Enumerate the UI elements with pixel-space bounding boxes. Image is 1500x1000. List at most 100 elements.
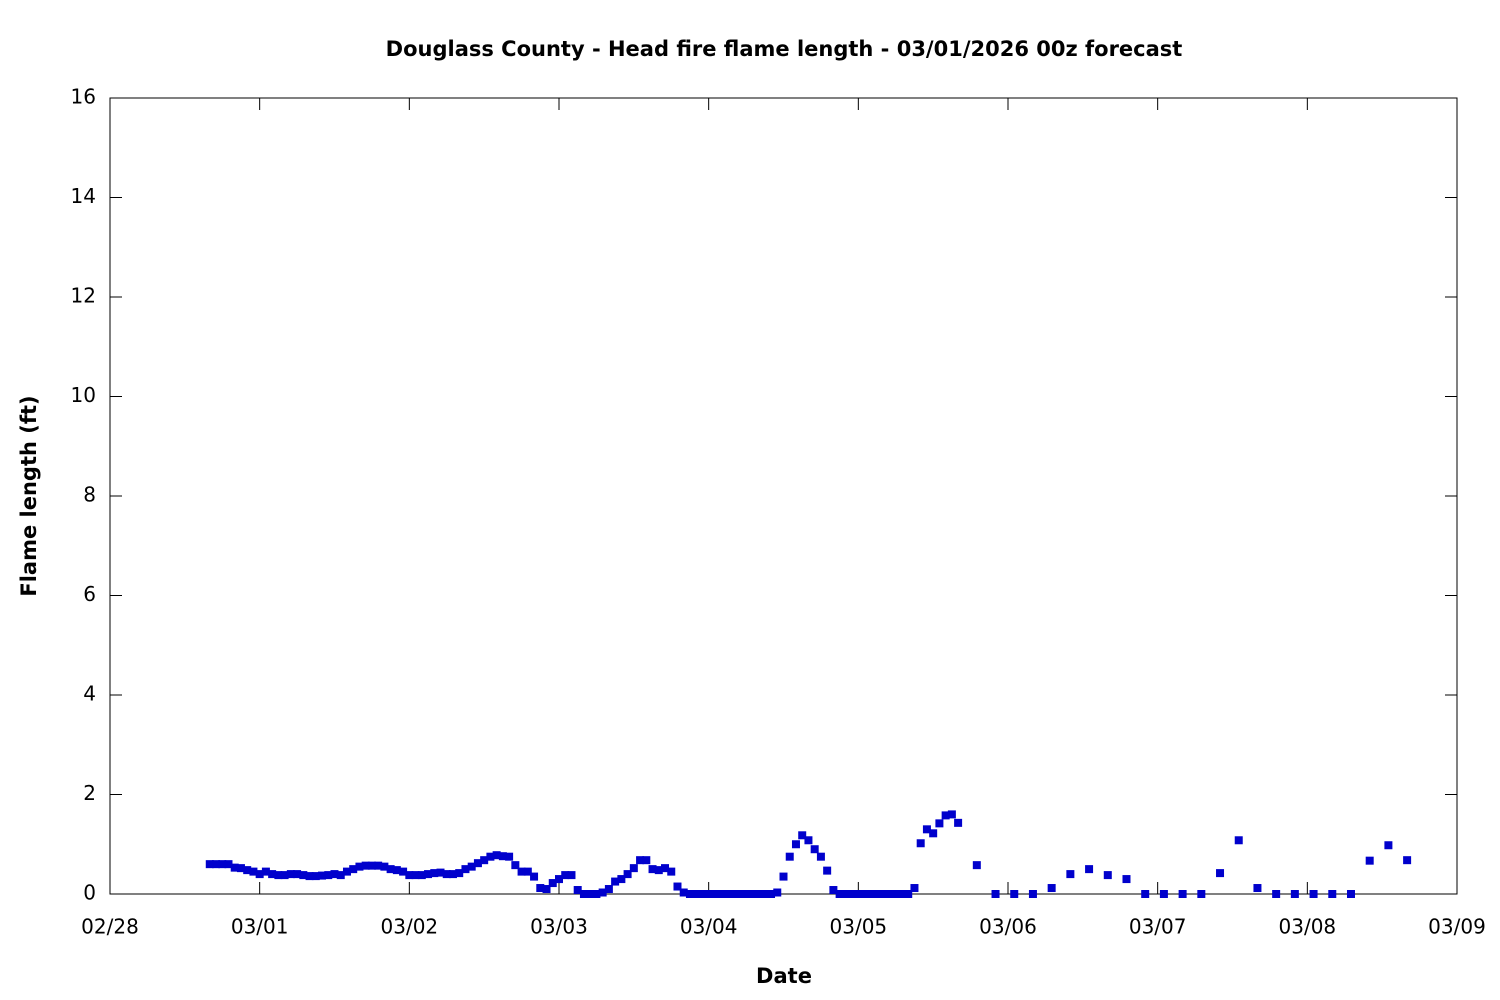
point bbox=[523, 867, 532, 876]
point bbox=[1365, 856, 1374, 865]
point bbox=[212, 860, 221, 869]
point bbox=[517, 867, 526, 876]
point bbox=[1197, 890, 1206, 898]
point bbox=[904, 890, 913, 898]
point bbox=[355, 862, 364, 871]
point bbox=[280, 871, 289, 880]
point bbox=[274, 871, 283, 880]
point bbox=[1216, 869, 1225, 878]
point bbox=[424, 870, 433, 879]
point bbox=[729, 890, 738, 898]
point bbox=[685, 890, 694, 898]
point bbox=[318, 871, 327, 880]
point bbox=[617, 875, 626, 884]
point bbox=[405, 871, 414, 880]
point bbox=[336, 871, 345, 880]
x-tick-label: 03/06 bbox=[979, 915, 1037, 939]
point bbox=[1328, 890, 1337, 898]
point bbox=[330, 870, 339, 879]
point bbox=[442, 870, 451, 879]
point bbox=[760, 890, 769, 898]
point bbox=[922, 825, 931, 834]
point bbox=[299, 871, 308, 880]
point bbox=[866, 890, 875, 898]
point bbox=[929, 829, 938, 838]
point bbox=[648, 865, 657, 874]
point bbox=[236, 864, 245, 873]
point bbox=[567, 871, 576, 880]
x-tick-label: 02/28 bbox=[81, 915, 139, 939]
point bbox=[735, 890, 744, 898]
x-tick-label: 03/08 bbox=[1279, 915, 1337, 939]
y-tick-label: 12 bbox=[71, 284, 96, 308]
point bbox=[1028, 890, 1037, 898]
point bbox=[480, 856, 489, 865]
point bbox=[536, 884, 545, 893]
point bbox=[654, 866, 663, 875]
x-tick-label: 03/02 bbox=[381, 915, 439, 939]
point bbox=[642, 856, 651, 865]
point bbox=[367, 861, 376, 870]
point bbox=[542, 885, 551, 894]
point bbox=[704, 890, 713, 898]
point bbox=[261, 867, 270, 876]
point bbox=[555, 875, 563, 884]
y-tick-label: 16 bbox=[71, 85, 96, 109]
point bbox=[885, 890, 894, 898]
point bbox=[879, 890, 888, 898]
point bbox=[636, 856, 645, 865]
point bbox=[530, 872, 539, 881]
point bbox=[916, 839, 925, 848]
point bbox=[717, 890, 726, 898]
point bbox=[941, 811, 950, 820]
point bbox=[972, 861, 981, 870]
x-axis-label: Date bbox=[756, 964, 812, 988]
point bbox=[1103, 871, 1112, 880]
point bbox=[754, 890, 763, 898]
point bbox=[623, 870, 632, 879]
point bbox=[897, 890, 906, 898]
x-tick-label: 03/05 bbox=[830, 915, 888, 939]
point bbox=[910, 884, 919, 893]
point bbox=[561, 871, 570, 880]
point bbox=[380, 862, 389, 871]
point bbox=[361, 861, 370, 870]
point bbox=[1346, 890, 1355, 898]
point bbox=[598, 888, 607, 897]
y-axis-label: Flame length (ft) bbox=[17, 395, 41, 596]
point bbox=[1403, 856, 1412, 865]
point bbox=[417, 871, 426, 880]
point bbox=[579, 890, 588, 898]
point bbox=[511, 861, 520, 870]
point bbox=[448, 870, 457, 879]
point bbox=[324, 871, 333, 880]
y-tick-label: 0 bbox=[83, 881, 96, 905]
point bbox=[1178, 890, 1187, 898]
y-tick-label: 14 bbox=[71, 184, 96, 208]
point bbox=[742, 890, 751, 898]
y-tick-label: 6 bbox=[83, 582, 96, 606]
point bbox=[436, 868, 445, 877]
point bbox=[255, 870, 264, 879]
y-tick-label: 2 bbox=[83, 781, 96, 805]
x-tick-label: 03/03 bbox=[530, 915, 588, 939]
point bbox=[1066, 870, 1075, 879]
point bbox=[1047, 884, 1056, 893]
point bbox=[592, 890, 601, 898]
point bbox=[947, 810, 956, 819]
point bbox=[249, 867, 258, 876]
point bbox=[293, 870, 302, 879]
point bbox=[349, 865, 358, 874]
point bbox=[374, 861, 383, 870]
x-tick-label: 03/09 bbox=[1428, 915, 1486, 939]
point bbox=[692, 890, 701, 898]
point bbox=[791, 840, 800, 849]
point bbox=[673, 882, 682, 891]
point bbox=[268, 870, 277, 879]
point bbox=[411, 871, 420, 880]
point bbox=[667, 867, 676, 876]
point bbox=[305, 872, 314, 881]
point bbox=[629, 864, 638, 873]
point bbox=[823, 866, 832, 875]
